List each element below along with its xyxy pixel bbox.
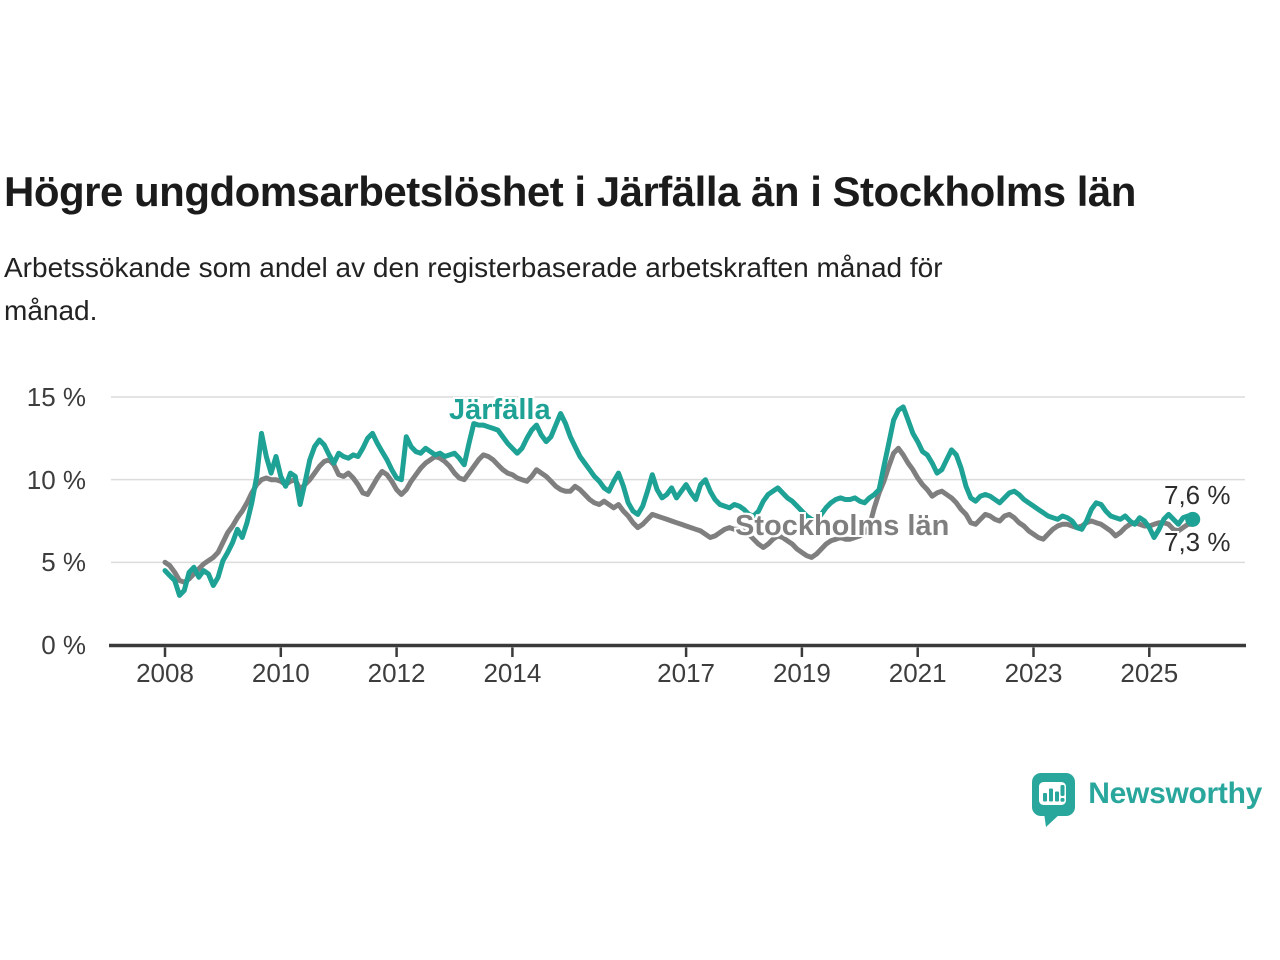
stockholms-lan-line-label: Stockholms län xyxy=(735,510,950,542)
x-axis-label-2014: 2014 xyxy=(483,658,542,688)
jarfalla-line-label: Järfälla xyxy=(449,394,551,426)
x-axis-label-2021: 2021 xyxy=(888,658,947,688)
newsworthy-logo-icon xyxy=(1032,773,1076,827)
stockholm-end-value: 7,3 % xyxy=(1164,527,1231,557)
y-axis-label-15: 15 % xyxy=(26,382,86,412)
subtitle-line-1: Arbetssökande som andel av den registerb… xyxy=(4,252,943,283)
x-axis-label-2008: 2008 xyxy=(136,658,194,688)
x-axis-label-2019: 2019 xyxy=(772,658,831,688)
x-axis-labels: 2008 2010 2012 2014 2017 2019 2021 2023 2025 xyxy=(0,658,1280,692)
x-axis-label-2012: 2012 xyxy=(367,658,426,688)
y-axis-label-5: 5 % xyxy=(41,547,86,578)
page-subtitle: Arbetssökande som andel av den registerb… xyxy=(4,246,1204,333)
newsworthy-logo: Newsworthy xyxy=(1031,772,1262,828)
x-axis-label-2010: 2010 xyxy=(251,658,310,688)
x-axis-label-2025: 2025 xyxy=(1120,658,1179,688)
y-axis-label-10: 10 % xyxy=(26,464,86,495)
newsworthy-logo-text: Newsworthy xyxy=(1088,777,1262,810)
x-axis-label-2023: 2023 xyxy=(1004,658,1063,688)
y-axis-label-0: 0 % xyxy=(41,630,86,660)
page-title: Högre ungdomsarbetslöshet i Järfälla än … xyxy=(4,168,1136,216)
subtitle-line-2: månad. xyxy=(4,295,98,327)
x-axis-label-2017: 2017 xyxy=(657,658,716,688)
y-axis-labels: 15 % 10 % 5 % 0 % xyxy=(14,0,86,700)
jarfalla-end-value: 7,6 % xyxy=(1164,480,1231,510)
